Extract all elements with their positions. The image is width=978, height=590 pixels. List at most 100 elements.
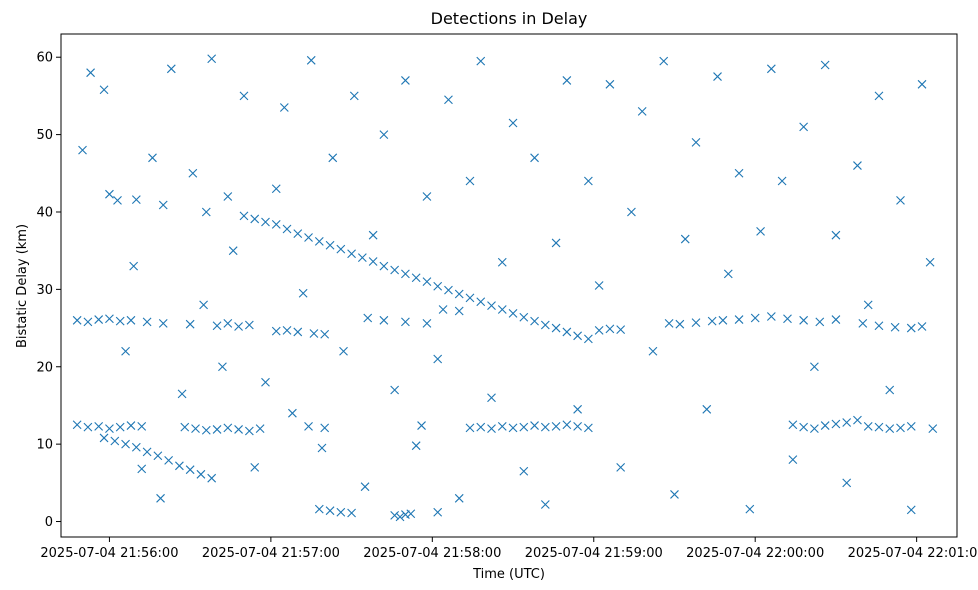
scatter-point [422,319,432,328]
scatter-point [637,106,647,116]
scatter-point [185,465,195,475]
scatter-point [925,257,935,267]
x-tick-label: 2025-07-04 22:00:00 [686,546,824,561]
scatter-point [228,246,238,256]
scatter-point [691,318,701,328]
scatter-point [401,269,410,279]
scatter-point [131,195,141,204]
x-tick-label: 2025-07-04 21:58:00 [363,546,501,561]
scatter-point [223,423,233,433]
scatter-point [858,319,868,328]
scatter-point [917,322,927,331]
scatter-point [320,329,330,339]
scatter-point [166,64,176,74]
scatter-point [94,421,104,431]
scatter-point [831,419,841,429]
scatter-point [508,308,518,318]
scatter-point [411,441,421,451]
scatter-point [487,424,496,434]
scatter-point [594,281,604,290]
scatter-point [325,240,335,250]
scatter-point [465,293,475,303]
scatter-point [788,420,798,430]
scatter-point [497,257,507,267]
scatter-point [105,314,114,324]
scatter-point [347,249,356,259]
scatter-point [298,288,308,298]
scatter-point [261,377,270,387]
scatter-point [78,145,87,155]
scatter-point [444,285,453,295]
scatter-point [328,153,338,163]
scatter-point [99,433,109,443]
scatter-point [395,512,405,522]
scatter-point [664,319,674,328]
scatter-point [121,346,130,356]
scatter-point [874,321,884,331]
scatter-point [530,153,539,163]
y-axis-title: Bistatic Delay (km) [15,224,30,348]
scatter-point [279,103,289,112]
scatter-point [842,418,852,427]
scatter-point [180,422,190,432]
scatter-point [476,56,486,66]
scatter-point [713,72,722,81]
scatter-point [438,305,448,314]
scatter-point [349,91,359,101]
scatter-point [605,79,615,89]
scatter-point [422,192,432,201]
scatter-point [766,312,776,321]
scatter-point [199,300,208,310]
scatter-point [271,326,281,336]
scatter-point [734,315,744,324]
scatter-point [433,507,443,517]
scatter-point [304,421,313,431]
scatter-point [306,55,316,65]
scatter-point [680,234,690,244]
scatter-point [368,257,378,266]
scatter-point [433,281,443,291]
scatter-point [465,176,475,186]
scatter-point [465,423,475,433]
scatter-point [406,509,416,519]
y-axis-ticks: 0 10 20 30 40 50 60 [36,51,61,530]
scatter-point [476,422,486,432]
scatter-point [562,420,572,430]
scatter-point [185,319,195,329]
scatter-point [583,176,593,186]
scatter-point [519,422,529,432]
scatter-point [390,265,400,275]
scatter-point [153,451,163,461]
scatter-point [906,505,916,515]
scatter-point [314,237,324,246]
scatter-point [218,362,227,372]
scatter-point [562,327,572,337]
scatter-point [616,462,626,472]
scatter-point [573,421,583,431]
scatter-point [347,508,356,518]
scatter-point [454,306,464,316]
scatter-point [99,85,109,95]
scatter-point [105,424,114,434]
scatter-point [368,230,378,240]
scatter-point [476,297,486,307]
scatter-point [250,462,260,472]
scatter-point [497,305,507,314]
scatter-point [317,443,327,453]
scatter-point [831,230,841,240]
scatter-point [304,233,313,242]
scatter-point [234,322,243,331]
y-tick-label: 40 [36,205,53,220]
x-tick-label: 2025-07-04 21:56:00 [40,546,178,561]
scatter-point [86,68,95,78]
scatter-point [454,493,464,503]
y-tick-label: 20 [36,360,53,375]
scatter-point [137,421,147,431]
scatter-point [616,325,626,334]
scatter-point [234,425,243,434]
scatter-point [363,313,373,323]
scatter-point [540,320,550,330]
scatter-point [142,447,152,457]
scatter-point [207,54,217,64]
scatter-point [113,195,122,205]
